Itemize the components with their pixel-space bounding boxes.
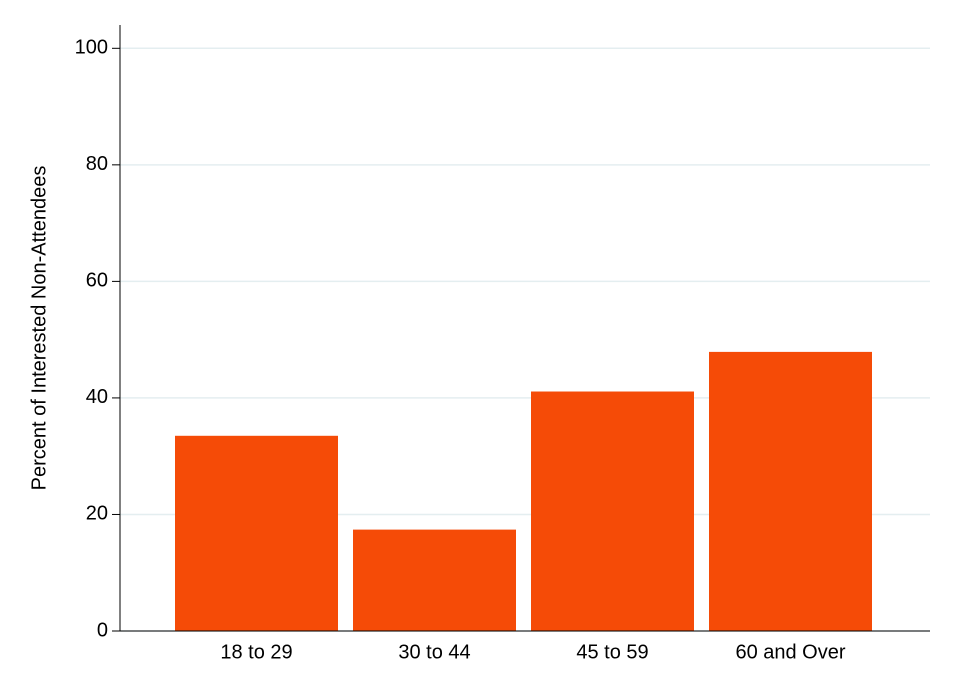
y-tick-label: 60	[86, 270, 108, 292]
bar	[709, 351, 872, 631]
y-tick-label: 80	[86, 153, 108, 175]
y-axis-title: Percent of Interested Non-Attendees	[28, 166, 50, 491]
x-tick-label: 60 and Over	[735, 641, 845, 663]
y-tick-label: 20	[86, 503, 108, 525]
bar	[531, 391, 694, 631]
x-tick-label: 18 to 29	[220, 641, 292, 663]
y-tick-label: 40	[86, 386, 108, 408]
x-tick-label: 30 to 44	[398, 641, 470, 663]
y-tick-label: 0	[97, 619, 108, 641]
bar	[175, 435, 338, 631]
y-tick-label: 100	[75, 37, 108, 59]
bar	[353, 529, 516, 631]
x-tick-label: 45 to 59	[576, 641, 648, 663]
